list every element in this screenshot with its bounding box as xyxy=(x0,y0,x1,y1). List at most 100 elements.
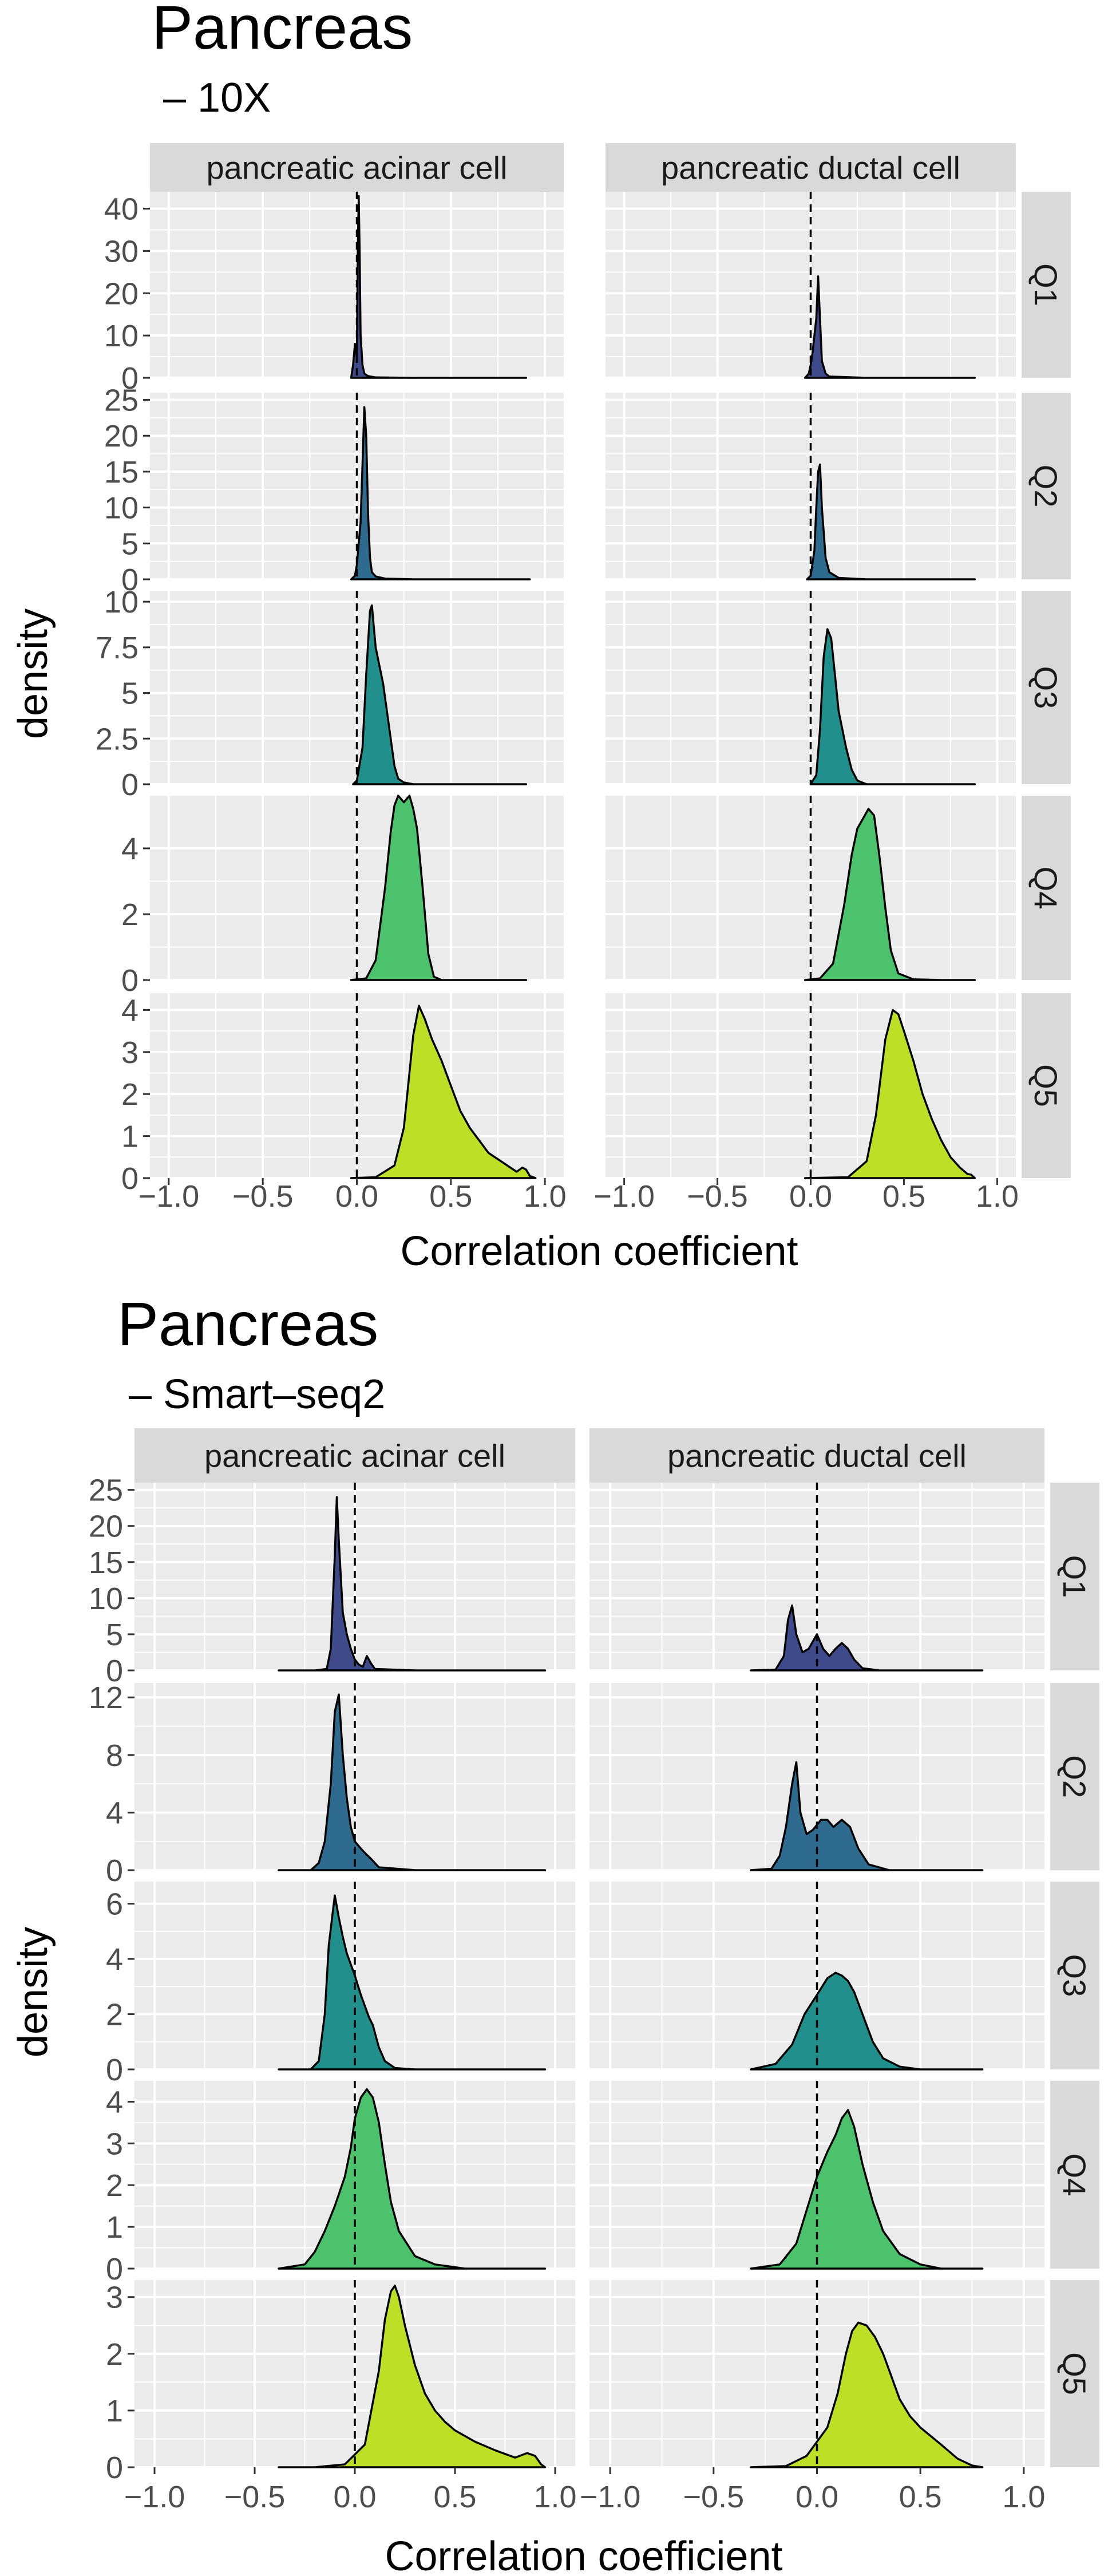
row-q5: Q5 0 1 2 3 xyxy=(106,2280,1099,2485)
row-strip-label-q3: Q3 xyxy=(1056,1954,1093,1997)
x-axes: −1.0 −0.5 0.0 0.5 1.0 −1.0 −0.5 0.0 0.5 1.0 xyxy=(124,2467,1045,2514)
row-strip-q1 xyxy=(1050,1483,1099,1670)
row-q2: Q2 0 4 8 12 xyxy=(89,1681,1099,1888)
strip-label-pancreatic-acinar-cell: pancreatic acinar cell xyxy=(204,1438,505,1474)
x-tick-label: 0.5 xyxy=(899,2480,942,2514)
density-q5-pancreatic-ductal-cell xyxy=(750,2321,984,2468)
y-tick-label: 0 xyxy=(121,1161,138,1196)
x-axis-pancreatic-ductal-cell: −1.0 −0.5 0.0 0.5 1.0 xyxy=(593,1178,1019,1214)
panel-q1-pancreatic-ductal-cell xyxy=(589,1483,1044,1672)
density-q5-pancreatic-acinar-cell xyxy=(350,1005,537,1179)
row-strip-label-q4: Q4 xyxy=(1056,2154,1093,2196)
x-tick-label: 0.5 xyxy=(433,2480,476,2514)
strip-pancreatic-acinar-cell xyxy=(134,1428,575,1483)
y-tick-label: 4 xyxy=(121,832,138,866)
density-q4-pancreatic-acinar-cell xyxy=(350,795,528,981)
panel-q5-pancreatic-ductal-cell xyxy=(606,993,1016,1179)
density-q3-pancreatic-acinar-cell xyxy=(352,604,528,785)
x-tick-label: −1.0 xyxy=(580,2480,641,2514)
density-q5-pancreatic-ductal-cell xyxy=(804,1009,976,1179)
row-q3: Q3 0 2.5 5 7.5 10 xyxy=(96,585,1071,802)
y-tick-label: 10 xyxy=(104,491,138,526)
row-strip-label-q2: Q2 xyxy=(1056,1755,1093,1798)
y-tick-label: 30 xyxy=(104,234,138,268)
y-tick-label: 3 xyxy=(121,1036,138,1070)
x-tick-label: 0.0 xyxy=(789,1179,832,1214)
panel-q1-pancreatic-acinar-cell xyxy=(134,1483,575,1672)
y-tick-label: 20 xyxy=(104,276,138,311)
x-tick-label: −1.0 xyxy=(138,1179,200,1214)
y-tick-label: 10 xyxy=(104,319,138,353)
panel-q1-pancreatic-ductal-cell xyxy=(606,192,1016,379)
row-q4: Q4 0 2 4 xyxy=(121,795,1071,998)
panel-q5-pancreatic-ductal-cell xyxy=(589,2280,1044,2468)
panel-q4-pancreatic-acinar-cell xyxy=(134,2081,575,2270)
panel-q5-pancreatic-acinar-cell xyxy=(150,993,564,1179)
x-tick-label: 1.0 xyxy=(1002,2480,1045,2514)
density-q3-pancreatic-ductal-cell xyxy=(809,628,976,785)
y-tick-label: 1 xyxy=(106,2210,123,2245)
y-tick-label: 3 xyxy=(106,2127,123,2161)
row-q1: Q1 0 10 20 30 40 xyxy=(104,192,1071,396)
row-q3: Q3 0 2 4 6 xyxy=(106,1882,1099,2087)
y-tick-label: 4 xyxy=(106,1942,123,1977)
row-strip-label-q5: Q5 xyxy=(1028,1064,1064,1107)
row-strip-q2 xyxy=(1050,1683,1099,1870)
density-q4-pancreatic-ductal-cell xyxy=(750,2109,984,2270)
y-tick-label: 15 xyxy=(89,1546,123,1580)
x-tick-label: 0.0 xyxy=(796,2480,838,2514)
panel-q3-pancreatic-ductal-cell xyxy=(589,1882,1044,2071)
y-tick-label: 2.5 xyxy=(96,722,138,756)
x-tick-label: 0.0 xyxy=(335,1179,378,1214)
x-tick-label: 1.0 xyxy=(533,2480,576,2514)
y-tick-label: 5 xyxy=(121,677,138,711)
panel-q1-pancreatic-acinar-cell xyxy=(150,192,564,379)
x-tick-label: 1.0 xyxy=(976,1179,1019,1214)
y-tick-label: 0 xyxy=(106,2053,123,2087)
y-tick-label: 2 xyxy=(106,2337,123,2372)
row-strip-q5 xyxy=(1022,993,1071,1178)
y-tick-label: 2 xyxy=(121,1077,138,1112)
row-strip-label-q2: Q2 xyxy=(1028,465,1064,508)
row-strip-q1 xyxy=(1022,192,1071,378)
y-tick-label: 10 xyxy=(104,585,138,619)
column-strips: pancreatic acinar cell pancreatic ductal … xyxy=(150,143,1016,192)
x-tick-label: 0.5 xyxy=(429,1179,472,1214)
density-q2-pancreatic-acinar-cell xyxy=(350,406,531,580)
panel-q4-pancreatic-ductal-cell xyxy=(589,2081,1044,2270)
x-tick-label: −0.5 xyxy=(224,2480,286,2514)
row-q4: Q4 0 1 2 3 4 xyxy=(106,2081,1099,2286)
x-tick-label: 1.0 xyxy=(524,1179,567,1214)
x-axes: −1.0 −0.5 0.0 0.5 1.0 −1.0 −0.5 0.0 0.5 1.0 xyxy=(138,1178,1019,1214)
row-strip-label-q5: Q5 xyxy=(1056,2352,1093,2395)
x-tick-label: −1.0 xyxy=(124,2480,185,2514)
density-q1-pancreatic-acinar-cell xyxy=(278,1496,547,1672)
strip-label-pancreatic-ductal-cell: pancreatic ductal cell xyxy=(661,150,960,186)
panel-q2-pancreatic-ductal-cell xyxy=(589,1683,1044,1871)
row-strip-q5 xyxy=(1050,2280,1099,2467)
y-tick-label: 0 xyxy=(106,1854,123,1888)
x-axis-pancreatic-acinar-cell: −1.0 −0.5 0.0 0.5 1.0 xyxy=(124,2467,577,2514)
y-tick-label: 40 xyxy=(104,192,138,227)
y-tick-label: 4 xyxy=(106,1796,123,1830)
panel-q3-pancreatic-ductal-cell xyxy=(606,591,1016,785)
y-tick-label: 0 xyxy=(121,563,138,597)
y-tick-label: 4 xyxy=(106,2085,123,2119)
row-q5: Q5 0 1 2 3 4 xyxy=(121,993,1071,1196)
panel-q4-pancreatic-ductal-cell xyxy=(606,796,1016,981)
y-tick-label: 4 xyxy=(121,993,138,1028)
facet-rows: Q1010203040Q20510152025Q302.557.510Q4024… xyxy=(96,192,1071,1196)
row-strip-label-q1: Q1 xyxy=(1028,263,1064,306)
strip-label-pancreatic-acinar-cell: pancreatic acinar cell xyxy=(206,150,507,186)
row-strip-label-q4: Q4 xyxy=(1028,867,1064,910)
panel-q4-pancreatic-acinar-cell xyxy=(150,795,564,981)
x-axis-title: Correlation coefficient xyxy=(385,2534,782,2576)
plot-title: Pancreas xyxy=(152,0,413,62)
plot-subtitle: – Smart–seq2 xyxy=(129,1372,385,1417)
y-tick-label: 15 xyxy=(104,455,138,489)
y-tick-label: 25 xyxy=(104,384,138,418)
density-q2-pancreatic-ductal-cell xyxy=(806,463,976,580)
